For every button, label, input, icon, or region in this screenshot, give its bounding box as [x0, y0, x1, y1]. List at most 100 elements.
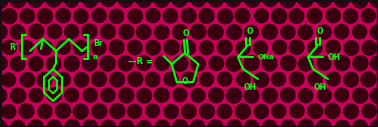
Circle shape [128, 72, 143, 86]
Circle shape [244, 56, 259, 71]
Circle shape [181, 41, 196, 55]
Circle shape [173, 88, 187, 102]
Circle shape [272, 9, 287, 23]
Circle shape [370, 25, 378, 39]
Circle shape [164, 72, 178, 86]
Circle shape [182, 104, 196, 119]
Text: O: O [181, 77, 188, 86]
Circle shape [155, 120, 170, 127]
Circle shape [254, 104, 268, 119]
Circle shape [191, 89, 205, 102]
Circle shape [254, 72, 269, 87]
Circle shape [84, 120, 97, 127]
Circle shape [101, 0, 115, 7]
Circle shape [119, 120, 133, 127]
Circle shape [363, 41, 377, 55]
Circle shape [0, 25, 7, 39]
Circle shape [280, 88, 295, 102]
Circle shape [209, 0, 223, 7]
Circle shape [173, 56, 188, 71]
Circle shape [227, 25, 242, 39]
Text: OH: OH [243, 83, 257, 91]
Circle shape [353, 25, 367, 39]
Circle shape [2, 9, 17, 24]
Circle shape [218, 9, 233, 24]
Circle shape [335, 120, 350, 127]
Circle shape [245, 0, 260, 7]
Circle shape [262, 24, 277, 39]
Circle shape [335, 88, 349, 102]
Circle shape [235, 8, 250, 23]
Circle shape [318, 0, 331, 7]
Circle shape [11, 88, 26, 103]
Circle shape [271, 72, 285, 86]
Text: OH: OH [327, 52, 341, 61]
Circle shape [57, 73, 70, 86]
Circle shape [290, 40, 304, 54]
Text: R': R' [9, 43, 17, 52]
Circle shape [208, 120, 223, 127]
Circle shape [228, 120, 241, 127]
Circle shape [325, 103, 340, 118]
Circle shape [65, 25, 79, 39]
Circle shape [235, 104, 250, 119]
Circle shape [11, 0, 25, 8]
Circle shape [218, 72, 232, 86]
Circle shape [263, 0, 277, 7]
Circle shape [237, 73, 250, 86]
Circle shape [362, 104, 376, 118]
Circle shape [362, 9, 375, 23]
Circle shape [308, 104, 322, 118]
Circle shape [307, 8, 322, 23]
Circle shape [282, 120, 295, 127]
Circle shape [146, 41, 160, 55]
Circle shape [38, 9, 53, 24]
Circle shape [100, 56, 115, 71]
Circle shape [344, 9, 358, 23]
Circle shape [299, 57, 313, 71]
Circle shape [82, 24, 97, 39]
Circle shape [316, 120, 331, 127]
Circle shape [335, 56, 350, 71]
Circle shape [361, 72, 376, 87]
Circle shape [83, 0, 97, 7]
Circle shape [92, 104, 107, 119]
Circle shape [317, 25, 331, 39]
Circle shape [273, 40, 287, 54]
Circle shape [128, 9, 143, 23]
Circle shape [155, 88, 169, 102]
Circle shape [73, 104, 88, 119]
Circle shape [173, 119, 187, 127]
Circle shape [191, 24, 206, 39]
Circle shape [92, 41, 106, 55]
Circle shape [371, 120, 378, 127]
Circle shape [155, 0, 169, 7]
Circle shape [299, 119, 314, 127]
Circle shape [0, 88, 7, 102]
Circle shape [101, 88, 115, 102]
Circle shape [353, 56, 368, 71]
Circle shape [110, 104, 125, 118]
Circle shape [163, 9, 178, 23]
Circle shape [91, 72, 107, 86]
Text: O: O [183, 29, 189, 38]
Circle shape [46, 0, 61, 7]
Text: Br: Br [93, 39, 103, 49]
Circle shape [83, 88, 98, 102]
Circle shape [64, 56, 79, 71]
Circle shape [236, 41, 250, 55]
Circle shape [57, 40, 70, 54]
Circle shape [110, 72, 125, 87]
Circle shape [136, 0, 151, 7]
Circle shape [344, 72, 358, 87]
Text: ONa: ONa [257, 54, 274, 60]
Circle shape [3, 40, 16, 54]
Circle shape [317, 56, 331, 70]
Circle shape [318, 88, 332, 102]
Circle shape [109, 40, 124, 55]
Circle shape [29, 57, 43, 71]
Circle shape [38, 41, 52, 55]
Text: OH: OH [313, 83, 327, 91]
Circle shape [137, 120, 151, 127]
Circle shape [262, 56, 277, 71]
